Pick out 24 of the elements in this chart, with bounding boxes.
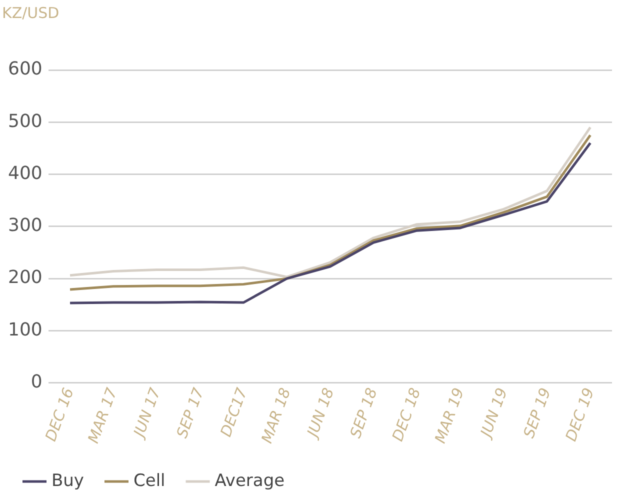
x-tick-label: DEC 18 <box>388 385 424 444</box>
x-tick-label: SEP 19 <box>520 385 554 440</box>
x-tick-label: DEC17 <box>216 385 252 440</box>
legend-label: Buy <box>52 470 84 491</box>
x-tick-label: SEP 17 <box>172 385 208 440</box>
x-tick-label: MAR 18 <box>258 385 294 446</box>
legend-label: Cell <box>134 470 166 491</box>
x-tick-label: MAR 19 <box>431 385 468 446</box>
x-tick-label: JUN 17 <box>128 385 164 442</box>
x-tick-label: DEC 16 <box>42 385 78 444</box>
x-tick-label: JUN 18 <box>302 385 338 442</box>
y-tick-label: 0 <box>30 372 42 392</box>
x-tick-label: JUN 19 <box>476 385 512 442</box>
y-tick-label: 400 <box>8 162 42 184</box>
legend-label: Average <box>214 470 285 491</box>
y-tick-label: 200 <box>8 267 42 288</box>
x-tick-label: DEC 19 <box>562 385 598 444</box>
y-tick-label: 100 <box>8 319 42 340</box>
x-tick-label: SEP 18 <box>346 385 381 440</box>
y-axis-title: KZ/USD <box>2 4 60 22</box>
y-tick-label: 500 <box>8 110 42 132</box>
y-tick-label: 600 <box>8 58 42 80</box>
x-tick-label: MAR 17 <box>84 385 121 446</box>
y-tick-label: 300 <box>8 215 42 236</box>
